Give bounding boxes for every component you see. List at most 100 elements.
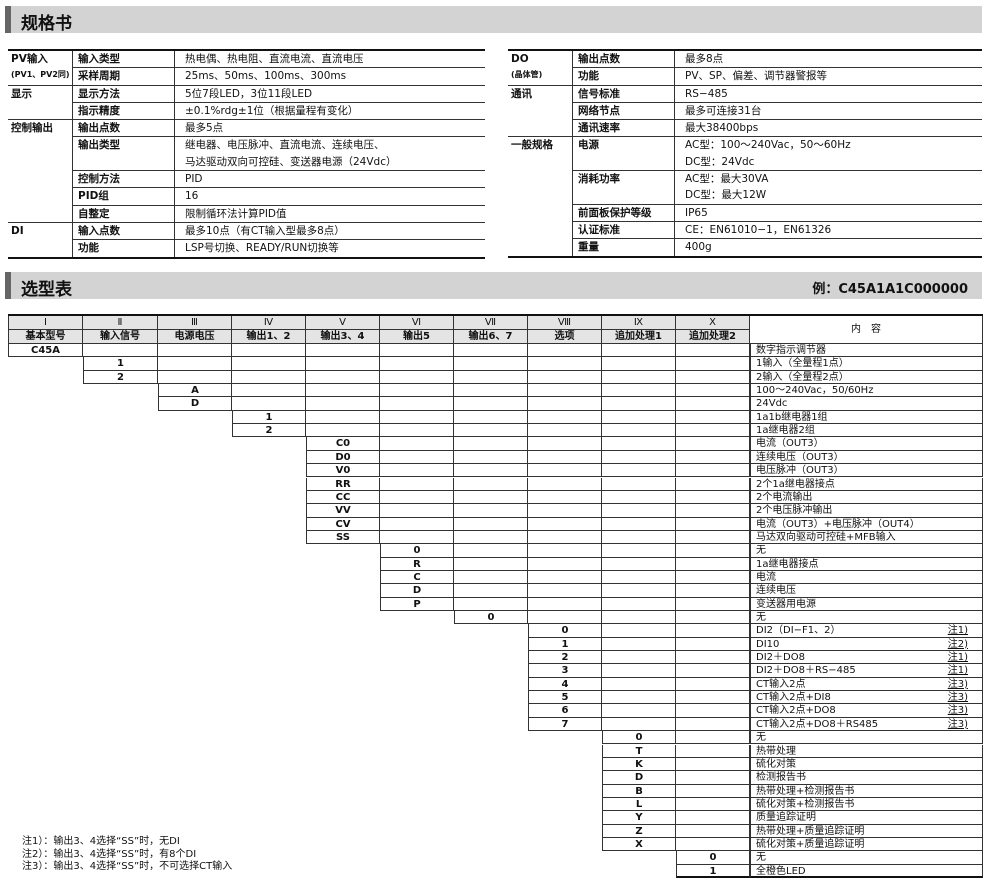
empty-cell: [528, 597, 602, 611]
spec-item: 网络节点: [573, 102, 675, 120]
option-code: 2: [232, 424, 306, 438]
description-text: 热带处理: [756, 745, 796, 757]
spec-value-line: DC型：24Vdc: [685, 155, 755, 168]
spec-value: 16: [175, 188, 485, 204]
empty-cell: [676, 784, 750, 798]
spec-item: 消耗功率: [573, 171, 675, 204]
selection-row: C0 电流（OUT3）: [8, 437, 983, 451]
spec-value: ±0.1%rdg±1位（根据量程有变化）: [175, 103, 485, 119]
selection-row: C 电流: [8, 570, 983, 585]
option-code: 4: [528, 677, 602, 692]
spec-row: 采样周期 25ms、50ms、100ms、300ms: [73, 68, 485, 85]
section-title: 规格书: [21, 14, 72, 34]
note-ref: 注1): [947, 665, 968, 677]
option-code: D: [158, 397, 232, 411]
spec-item: 显示方法: [73, 85, 175, 102]
description-text: 硫化对策+质量追踪证明: [756, 838, 865, 850]
empty-cell: [454, 357, 528, 371]
option-code: X: [602, 837, 676, 852]
note-ref: 注3): [947, 692, 968, 704]
section-title: 选型表: [21, 280, 72, 300]
empty-cell: [454, 504, 528, 518]
option-code: Z: [602, 824, 676, 838]
spec-category: DI: [8, 222, 73, 257]
description-text: 1a继电器2组: [756, 425, 815, 437]
description-text: 数字指示调节器: [756, 345, 826, 356]
spec-value-line: IP65: [685, 206, 708, 219]
empty-cell: [232, 357, 306, 371]
spec-value-line: 继电器、电压脉冲、直流电流、连续电压、: [185, 139, 385, 152]
empty-cell: [454, 557, 528, 571]
empty-cell: [454, 530, 528, 545]
description-text: 马达双向驱动可控硅+MFB输入: [756, 531, 896, 543]
description-text: 无: [756, 612, 766, 623]
spec-value-line: 最多5点: [185, 122, 224, 135]
spec-rows: 显示方法 5位7段LED，3位11段LED 指示精度 ±0.1%rdg±1位（根据量程…: [73, 85, 485, 120]
selection-row: 1 1输入（全量程1点）: [8, 357, 983, 371]
option-description: 无: [750, 611, 983, 625]
spec-value-line: 限制循环法计算PID值: [185, 207, 287, 220]
empty-cell: [676, 437, 750, 451]
empty-cell: [676, 464, 750, 478]
description-text: 24Vdc: [756, 398, 788, 410]
spec-item: PID组: [73, 188, 175, 205]
empty-cell: [528, 570, 602, 585]
description-text: CT输入2点+DO8: [756, 705, 836, 717]
spec-table-right: DO (晶体管) 输出点数 最多8点 功能 PV、SP、偏差、调节器警报等 通讯 信号标准 RS…: [508, 49, 982, 258]
option-code: CV: [306, 517, 380, 531]
description-text: 检测报告书: [756, 772, 806, 784]
spec-item: 信号标准: [573, 85, 675, 102]
option-code: 0: [380, 544, 454, 558]
option-code: 0: [676, 851, 750, 865]
column-name: 输入信号: [83, 330, 158, 344]
empty-cell: [676, 651, 750, 665]
selection-row: 2 2输入（全量程2点）: [8, 370, 983, 385]
option-description: 无: [750, 731, 983, 745]
description-text: 无: [756, 732, 766, 744]
empty-cell: [158, 370, 232, 385]
selection-row: B 热带处理+检测报告书: [8, 784, 983, 798]
option-description: 马达双向驱动可控硅+MFB输入: [750, 530, 983, 545]
empty-cell: [454, 370, 528, 385]
description-text: 硫化对策: [756, 758, 796, 770]
empty-cell: [380, 357, 454, 371]
option-description: 数字指示调节器: [750, 344, 983, 358]
column-name: 输出6、7: [454, 330, 528, 344]
spec-value-line: 16: [185, 190, 199, 203]
selection-row: 4 CT输入2点 注3): [8, 677, 983, 692]
spec-value: 25ms、50ms、100ms、300ms: [175, 68, 485, 84]
empty-cell: [380, 490, 454, 505]
empty-cell: [676, 410, 750, 425]
empty-cell: [676, 717, 750, 732]
spec-category: 通讯: [508, 85, 573, 137]
spec-row: 输出类型 继电器、电压脉冲、直流电流、连续电压、 马达驱动双向可控硅、变送器电源（2…: [73, 137, 485, 172]
option-code: 6: [528, 704, 602, 718]
option-code: C0: [306, 437, 380, 451]
spec-value: 5位7段LED，3位11段LED: [175, 86, 485, 102]
empty-cell: [380, 397, 454, 411]
option-description: 硫化对策: [750, 757, 983, 772]
empty-cell: [602, 384, 676, 398]
option-description: 变送器用电源: [750, 597, 983, 611]
option-description: 电流（OUT3）+电压脉冲（OUT4）: [750, 517, 983, 531]
empty-cell: [380, 517, 454, 531]
empty-cell: [528, 450, 602, 465]
empty-cell: [602, 424, 676, 438]
option-code: Y: [602, 811, 676, 825]
spec-rows: 信号标准 RS−485 网络节点 最多可连接31台 通讯速率 最大38400bps: [573, 85, 982, 137]
spec-group: PV输入 (PV1、PV2同) 输入类型 热电偶、热电阻、直流电流、直流电压 采样周期 2…: [8, 51, 485, 86]
empty-cell: [306, 410, 380, 425]
description-text: CT输入2点: [756, 678, 806, 690]
spec-group: DI 输入点数 最多10点（有CT输入型最多8点） 功能 LSP号切换、READY/RU…: [8, 222, 485, 257]
empty-cell: [676, 597, 750, 611]
empty-cell: [454, 517, 528, 531]
spec-group: 一般规格 电源 AC型：100～240Vac，50～60Hz DC型：24Vdc 消耗功…: [508, 137, 982, 256]
option-code: RR: [306, 477, 380, 491]
description-text: 连续电压: [756, 585, 796, 597]
empty-cell: [676, 570, 750, 585]
spec-rows: 输入类型 热电偶、热电阻、直流电流、直流电压 采样周期 25ms、50ms、100ms…: [73, 51, 485, 85]
spec-value: PID: [175, 171, 485, 187]
selection-row: 1 DI10 注2): [8, 637, 983, 652]
option-code: 5: [528, 691, 602, 705]
empty-cell: [528, 464, 602, 478]
